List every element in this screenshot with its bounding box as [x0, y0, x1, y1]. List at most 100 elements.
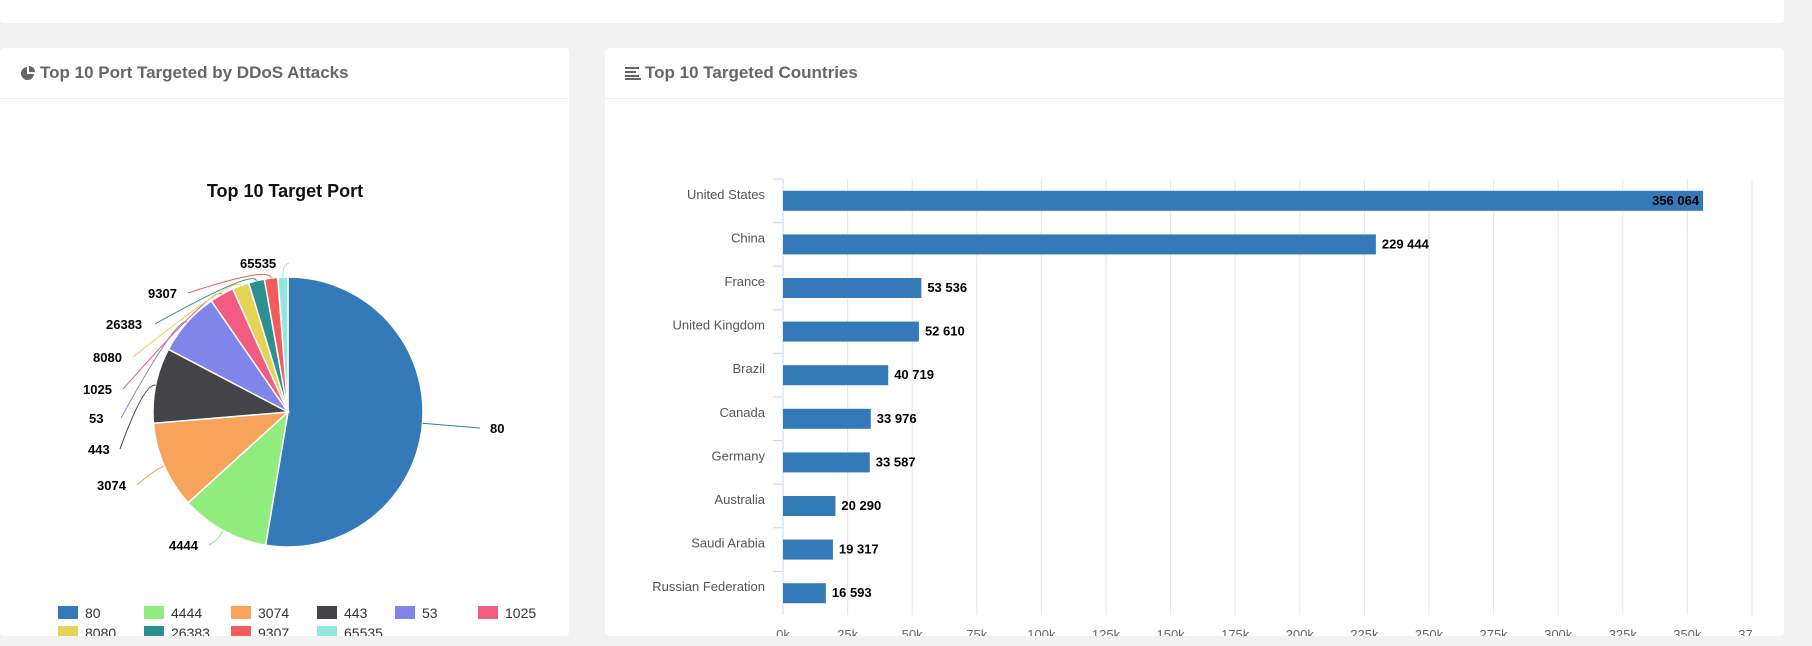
y-label-Germany: Germany	[712, 448, 766, 463]
legend-item-1025[interactable]: 1025	[478, 605, 536, 621]
pie-connector-65535	[282, 262, 290, 278]
x-tick-label: 300k	[1544, 627, 1573, 636]
pie-title: Top 10 Target Port	[207, 181, 363, 201]
bar-value-label: 52 610	[925, 324, 965, 339]
bar-value-label: 53 536	[927, 280, 967, 295]
legend-swatch	[317, 626, 337, 636]
pie-label-8080: 8080	[93, 350, 122, 365]
legend-swatch	[478, 606, 498, 619]
legend-item-443[interactable]: 443	[317, 605, 368, 621]
legend-swatch	[395, 606, 415, 619]
pie-label-9307: 9307	[148, 286, 177, 301]
x-tick-label: 200k	[1286, 627, 1315, 636]
y-label-United States: United States	[687, 187, 766, 202]
x-tick-label: 175k	[1221, 627, 1250, 636]
pie-connector-80	[422, 422, 481, 429]
y-label-China: China	[731, 230, 766, 245]
bar-value-label: 229 444	[1382, 236, 1430, 251]
legend-label: 4444	[171, 605, 202, 621]
legend-item-3074[interactable]: 3074	[231, 605, 289, 621]
x-tick-label: 100k	[1027, 627, 1056, 636]
top-panel	[0, 0, 1784, 23]
x-tick-label: 75k	[966, 627, 987, 636]
pie-label-53: 53	[89, 411, 103, 426]
x-tick-label: 37…	[1738, 627, 1765, 636]
bar-Saudi Arabia	[783, 539, 833, 560]
bar-value-label: 33 976	[877, 411, 917, 426]
x-tick-label: 0k	[776, 627, 790, 636]
x-tick-label: 125k	[1092, 627, 1121, 636]
legend-item-53[interactable]: 53	[395, 605, 438, 621]
pie-chart: Top 10 Target Port8044443074443531025808…	[58, 181, 536, 636]
y-label-Brazil: Brazil	[732, 361, 765, 376]
x-tick-label: 250k	[1415, 627, 1444, 636]
legend-label: 9307	[258, 625, 289, 636]
x-tick-label: 350k	[1673, 627, 1702, 636]
bar-United Kingdom	[783, 321, 919, 342]
pie-connector-443	[119, 384, 156, 450]
legend-label: 80	[85, 605, 101, 621]
legend-label: 53	[422, 605, 438, 621]
x-tick-label: 50k	[902, 627, 923, 636]
bar-value-label: 356 064	[1652, 193, 1700, 208]
bar-France	[783, 278, 922, 298]
port-panel-header: Top 10 Port Targeted by DDoS Attacks	[0, 48, 569, 99]
pie-label-3074: 3074	[97, 478, 127, 493]
bar-value-label: 20 290	[841, 498, 881, 513]
bar-Canada	[783, 408, 871, 429]
pie-connector-8080	[132, 283, 242, 358]
legend-item-9307[interactable]: 9307	[231, 625, 289, 636]
x-tick-label: 150k	[1156, 627, 1185, 636]
y-label-Russian Federation: Russian Federation	[652, 579, 765, 594]
x-tick-label: 25k	[837, 627, 858, 636]
pie-label-1025: 1025	[83, 382, 112, 397]
bar-chart: 0k 25k 50k 75k 100k 125k 150k 175k 200k 225k 250k 2…	[652, 178, 1766, 636]
legend-label: 3074	[258, 605, 289, 621]
legend-item-4444[interactable]: 4444	[144, 605, 202, 621]
port-panel-title: Top 10 Port Targeted by DDoS Attacks	[40, 63, 349, 82]
legend-item-80[interactable]: 80	[58, 605, 101, 621]
pie-connector-3074	[136, 465, 165, 486]
legend-item-8080[interactable]: 8080	[58, 625, 116, 636]
legend-swatch	[58, 606, 78, 619]
x-tick-label: 275k	[1479, 627, 1508, 636]
bar-Brazil	[783, 365, 889, 386]
legend-swatch	[144, 626, 164, 636]
legend-item-65535[interactable]: 65535	[317, 625, 383, 636]
pie-label-80: 80	[490, 421, 504, 436]
bar-China	[783, 234, 1376, 255]
pie-chart-icon	[20, 65, 36, 81]
y-label-France: France	[725, 274, 765, 289]
pie-label-443: 443	[88, 442, 110, 457]
legend-swatch	[144, 606, 164, 619]
y-label-Canada: Canada	[719, 405, 765, 420]
bar-United States	[783, 190, 1704, 211]
legend-label: 8080	[85, 625, 116, 636]
legend-item-26383[interactable]: 26383	[144, 625, 210, 636]
legend-swatch	[317, 606, 337, 619]
pie-connector-26383	[154, 278, 257, 325]
y-label-Australia: Australia	[714, 492, 765, 507]
legend-label: 1025	[505, 605, 536, 621]
legend-label: 65535	[344, 625, 383, 636]
bar-value-label: 16 593	[832, 585, 872, 600]
bar-value-label: 33 587	[876, 454, 916, 469]
legend-swatch	[58, 626, 78, 636]
y-label-Saudi Arabia: Saudi Arabia	[691, 536, 765, 551]
y-label-United Kingdom: United Kingdom	[673, 318, 766, 333]
legend-swatch	[231, 626, 251, 636]
port-panel: Top 10 Port Targeted by DDoS Attacks Top…	[0, 48, 569, 636]
pie-slice-4444	[187, 409, 290, 546]
legend-label: 26383	[171, 625, 210, 636]
pie-slice-80	[264, 276, 424, 548]
bar-list-icon	[625, 66, 641, 80]
pie-label-26383: 26383	[106, 317, 142, 332]
pie-connector-1025	[122, 292, 223, 390]
countries-panel: Top 10 Targeted Countries 0k 25k 50k 75k 100…	[605, 48, 1784, 636]
bar-value-label: 40 719	[894, 367, 934, 382]
bar-Australia	[783, 496, 836, 516]
pie-connector-4444	[208, 530, 224, 546]
pie-slice-3074	[152, 411, 291, 504]
legend-swatch	[231, 606, 251, 619]
x-tick-label: 325k	[1609, 627, 1638, 636]
